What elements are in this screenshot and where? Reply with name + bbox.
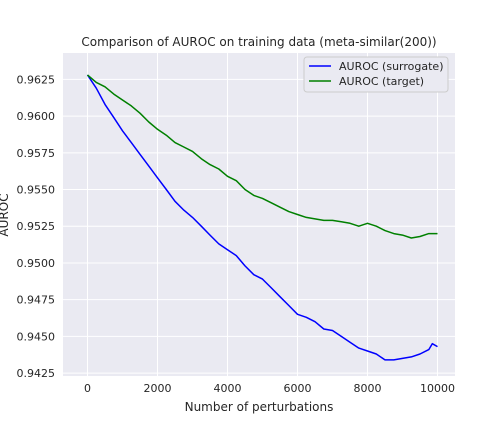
y-tick-label: 0.9625 (17, 73, 56, 86)
x-tick-label: 4000 (214, 382, 242, 395)
y-tick-label: 0.9600 (17, 110, 56, 123)
y-axis-label: AUROC (0, 193, 11, 236)
x-tick-label: 0 (84, 382, 91, 395)
legend-label-surrogate: AUROC (surrogate) (339, 60, 443, 73)
legend: AUROC (surrogate) AUROC (target) (303, 56, 449, 93)
plot-background (63, 53, 455, 376)
x-axis-label: Number of perturbations (185, 400, 334, 414)
x-tick-label: 2000 (144, 382, 172, 395)
series-line-target (87, 74, 438, 239)
legend-label-target: AUROC (target) (339, 75, 424, 88)
chart-title: Comparison of AUROC on training data (me… (81, 35, 436, 49)
legend-box (303, 56, 449, 93)
x-tick-label: 8000 (354, 382, 382, 395)
y-tick-label: 0.9525 (17, 220, 56, 233)
x-tick-label: 6000 (284, 382, 312, 395)
y-tick-label: 0.9475 (17, 294, 56, 307)
grid (63, 53, 455, 376)
y-tick-label: 0.9500 (17, 257, 56, 270)
y-tick-label: 0.9550 (17, 184, 56, 197)
y-tick-label: 0.9425 (17, 367, 56, 380)
x-tick-label: 10000 (420, 382, 455, 395)
y-tick-label: 0.9450 (17, 330, 56, 343)
series-lines (86, 74, 438, 361)
series-line-surrogate (86, 74, 438, 361)
tick-labels: 0 2000 4000 6000 8000 10000 0.9425 0.9450 0.9475… (17, 73, 456, 395)
y-tick-label: 0.9575 (17, 147, 56, 160)
